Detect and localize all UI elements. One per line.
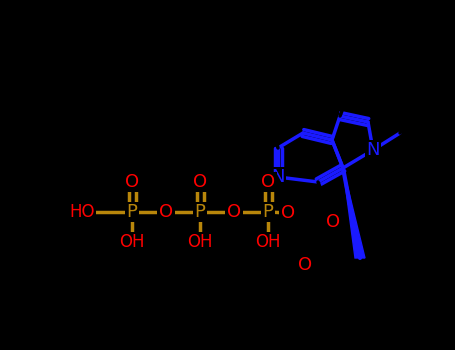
Text: N: N [366,141,380,159]
Text: OH: OH [255,233,281,251]
Text: O: O [261,173,275,191]
Text: O: O [125,173,139,191]
Text: P: P [195,203,206,221]
Text: O: O [159,203,173,221]
Text: O: O [298,256,312,274]
Polygon shape [343,168,365,258]
Text: OH: OH [187,233,213,251]
Text: N: N [271,168,285,186]
Text: O: O [193,173,207,191]
Text: O: O [227,203,241,221]
Text: O: O [326,213,340,231]
Text: O: O [281,204,295,222]
Text: OH: OH [119,233,145,251]
Text: HO: HO [70,203,95,221]
Text: P: P [263,203,273,221]
Text: P: P [126,203,137,221]
